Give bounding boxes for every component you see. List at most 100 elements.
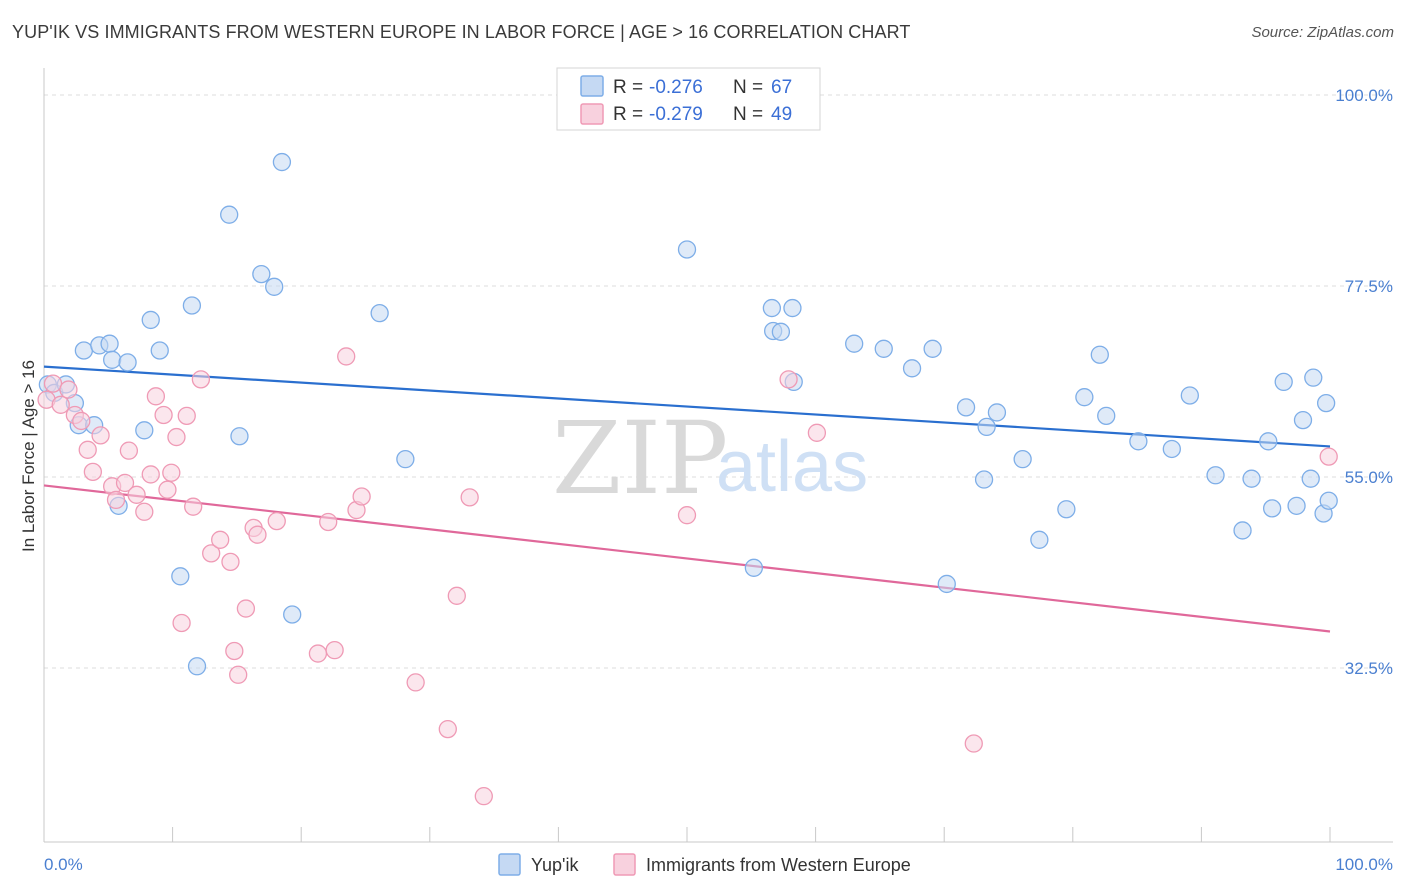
western-europe-point-48	[964, 734, 983, 753]
yupik-point-58	[1262, 499, 1282, 518]
western-europe-point-6	[78, 440, 97, 459]
yupik-point-63	[1304, 368, 1323, 387]
yupik-point-10	[118, 353, 137, 372]
yupik-point-29	[677, 240, 697, 259]
western-europe-point-32	[248, 525, 267, 544]
stats-r-label-2: R =	[613, 104, 643, 125]
yupik-point-66	[1319, 491, 1338, 510]
yupik-point-62	[1301, 469, 1320, 488]
yupik-point-54	[1206, 466, 1225, 485]
yupik-point-19	[230, 427, 249, 446]
yupik-point-43	[977, 417, 996, 437]
yupik-point-48	[1075, 388, 1094, 407]
watermark-atlas: atlas	[716, 427, 868, 507]
yupik-point-61	[1293, 410, 1313, 430]
western-europe-point-41	[438, 719, 457, 739]
yupik-point-45	[1013, 450, 1032, 469]
western-europe-point-49	[1319, 447, 1338, 466]
yupik-point-5	[74, 341, 94, 360]
yupik-trend-line	[43, 365, 1331, 448]
yupik-point-55	[1233, 521, 1252, 540]
yupik-point-8	[100, 334, 119, 353]
watermark-zip: ZIP	[552, 400, 728, 517]
western-europe-point-17	[154, 405, 173, 425]
yupik-point-49	[1090, 345, 1109, 364]
western-europe-point-10	[106, 490, 126, 510]
western-europe-point-47	[807, 423, 827, 442]
axes	[43, 68, 1393, 843]
y-tick-label-1: 55.0%	[1345, 468, 1393, 487]
tick-labels: 32.5% 55.0% 77.5% 100.0% 0.0% 100.0%	[44, 86, 1393, 874]
western-europe-point-40	[406, 673, 425, 692]
stats-swatch-blue	[580, 75, 604, 97]
yupik-point-46	[1030, 530, 1049, 549]
yupik-point-17	[187, 657, 207, 676]
yupik-point-50	[1097, 406, 1116, 426]
y-tick-label-3: 100.0%	[1335, 86, 1393, 105]
stats-box: R = -0.276 N = 67 R = -0.279 N = 49	[556, 67, 821, 131]
yupik-point-36	[845, 334, 864, 353]
western-europe-point-39	[352, 487, 371, 506]
western-europe-point-3	[59, 380, 78, 399]
western-europe-point-19	[162, 463, 181, 482]
yupik-point-44	[987, 403, 1007, 422]
yupik-point-65	[1316, 393, 1336, 413]
western-europe-point-37	[337, 347, 356, 366]
western-europe-point-5	[72, 411, 91, 431]
chart-title: YUP'IK VS IMMIGRANTS FROM WESTERN EUROPE…	[12, 22, 911, 42]
yupik-point-12	[141, 310, 160, 330]
y-tick-label-0: 32.5%	[1345, 659, 1393, 678]
western-europe-point-12	[119, 441, 139, 460]
western-europe-point-34	[308, 644, 328, 663]
western-europe-point-14	[135, 502, 154, 521]
stats-n-value-2: 49	[771, 104, 792, 125]
yupik-point-47	[1057, 500, 1076, 519]
yupik-point-9	[103, 350, 122, 369]
western-europe-point-16	[146, 387, 166, 406]
yupik-point-41	[956, 398, 976, 417]
yupik-point-51	[1129, 432, 1148, 451]
data-points	[37, 94, 1338, 806]
western-europe-point-13	[127, 485, 146, 504]
stats-n-label-1: N =	[733, 77, 763, 98]
yupik-point-35	[783, 298, 802, 318]
yupik-point-32	[762, 298, 782, 318]
yupik-point-37	[874, 339, 893, 358]
yupik-point-16	[182, 296, 202, 315]
x-tick-label-0: 0.0%	[44, 855, 83, 874]
y-axis-label: In Labor Force | Age > 16	[19, 360, 38, 552]
western-europe-point-44	[474, 787, 493, 806]
yupik-point-21	[265, 277, 284, 296]
western-europe-point-28	[225, 641, 244, 661]
stats-r-value-1: -0.276	[649, 77, 703, 98]
stats-n-value-1: 67	[771, 77, 792, 98]
x-tick-label-1: 100.0%	[1335, 855, 1393, 874]
legend-label-western-europe: Immigrants from Western Europe	[646, 855, 911, 875]
yupik-point-24	[370, 303, 389, 323]
yupik-point-18	[220, 205, 239, 224]
source-label: Source: ZipAtlas.com	[1251, 24, 1394, 41]
yupik-point-38	[902, 359, 922, 378]
watermark: ZIP atlas	[552, 400, 868, 517]
trend-lines	[43, 365, 1331, 633]
western-europe-point-45	[677, 506, 697, 525]
yupik-point-59	[1274, 372, 1293, 392]
stats-r-label-1: R =	[613, 77, 643, 98]
yupik-point-34	[771, 322, 791, 341]
grid-lines	[44, 94, 1393, 669]
western-europe-point-29	[229, 665, 248, 684]
yupik-point-57	[1259, 432, 1278, 451]
western-europe-point-8	[91, 426, 110, 445]
yupik-point-56	[1242, 469, 1261, 488]
western-europe-point-20	[167, 427, 186, 447]
yupik-point-22	[272, 152, 292, 172]
legend: Yup'ik Immigrants from Western Europe	[498, 853, 911, 876]
western-europe-point-11	[115, 473, 135, 493]
western-europe-point-30	[236, 599, 256, 618]
yupik-point-53	[1180, 386, 1199, 405]
yupik-point-25	[396, 450, 415, 469]
stats-n-label-2: N =	[733, 104, 763, 125]
western-europe-point-1	[43, 374, 63, 393]
western-europe-point-42	[447, 586, 466, 605]
